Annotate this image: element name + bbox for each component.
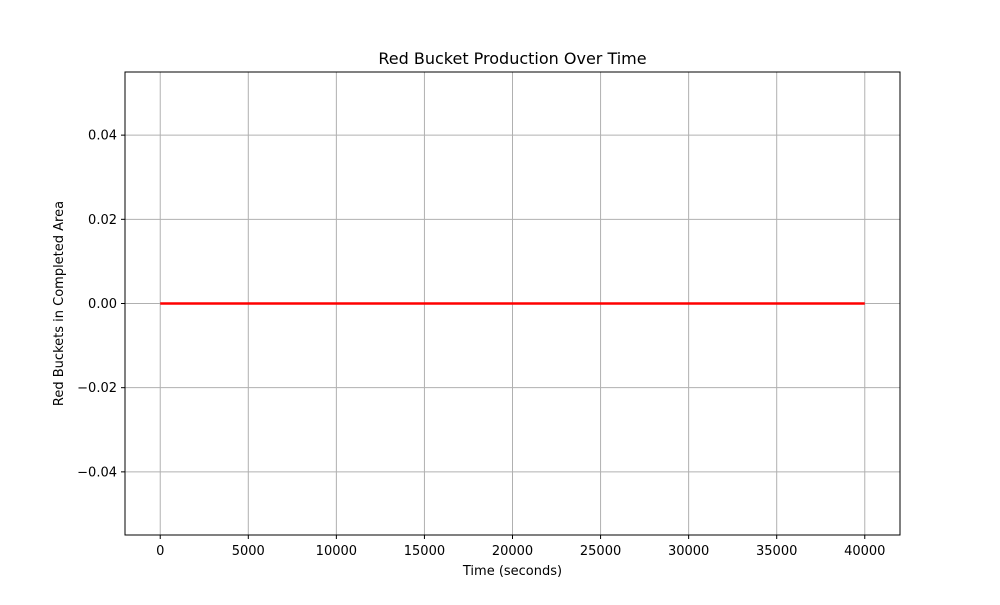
chart-title: Red Bucket Production Over Time bbox=[378, 49, 646, 68]
x-axis-label: Time (seconds) bbox=[462, 564, 562, 579]
y-tick-label: −0.02 bbox=[77, 381, 117, 396]
x-tick-label: 15000 bbox=[404, 544, 445, 559]
y-tick-label: 0.00 bbox=[88, 297, 117, 312]
x-tick-label: 20000 bbox=[492, 544, 533, 559]
y-tick-label: −0.04 bbox=[77, 465, 117, 480]
x-tick-label: 25000 bbox=[580, 544, 621, 559]
tick-layer: 0 5000 10000 15000 20000 25000 30000 35000 40000… bbox=[77, 129, 885, 559]
x-tick-label: 10000 bbox=[316, 544, 357, 559]
y-tick-label: 0.02 bbox=[88, 213, 117, 228]
x-tick-label: 30000 bbox=[668, 544, 709, 559]
x-tick-label: 5000 bbox=[232, 544, 265, 559]
y-axis-label: Red Buckets in Completed Area bbox=[52, 201, 67, 406]
x-tick-label: 35000 bbox=[756, 544, 797, 559]
x-tick-label: 0 bbox=[156, 544, 164, 559]
x-tick-label: 40000 bbox=[844, 544, 885, 559]
y-tick-label: 0.04 bbox=[88, 129, 117, 144]
